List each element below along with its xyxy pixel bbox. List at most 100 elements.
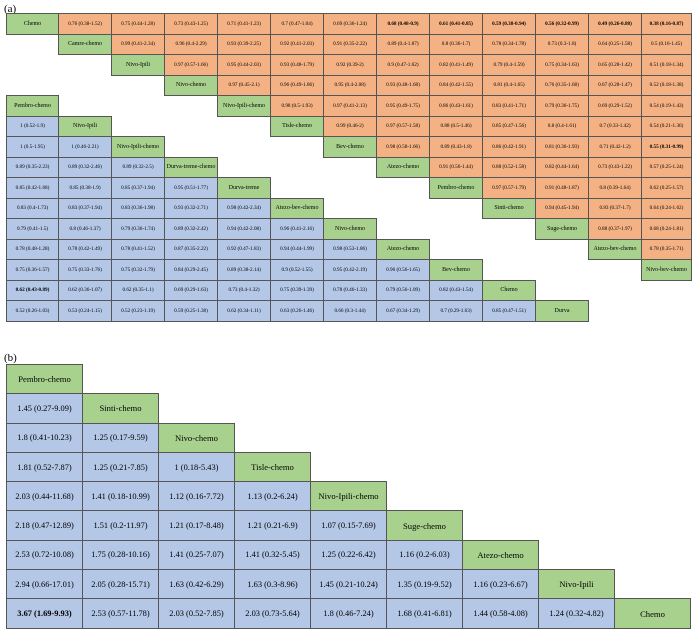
comparison-cell: 0.79 (0.36-1.75) — [535, 95, 589, 117]
comparison-cell: 0.71 (0.41-1.23) — [217, 13, 271, 35]
comparison-cell: 0.7 (0.29-1.63) — [429, 300, 483, 322]
empty-cell — [112, 116, 165, 137]
comparison-cell: 0.52 (0.23-1.19) — [111, 300, 165, 322]
table-row: 0.78 (0.48-1.28) 0.78 (0.42-1.49) 0.78 (0.… — [6, 238, 692, 260]
comparison-cell: 1.16 (0.2-6.03) — [386, 539, 463, 571]
treatment-cell: Nivo-Ipili-chemo — [310, 481, 387, 512]
comparison-cell: 2.18 (0.47-12.89) — [6, 510, 83, 541]
empty-cell — [463, 423, 539, 452]
treatment-cell: Durva-treme-chemo — [164, 156, 218, 178]
empty-cell — [235, 365, 311, 394]
comparison-cell: 0.75 (0.33-1.76) — [58, 259, 112, 281]
comparison-cell: 0.5 (0.16-1.45) — [641, 33, 692, 55]
comparison-cell: 0.85 (0.38-1.9) — [58, 177, 112, 199]
table-row: 0.85 (0.42-1.68) 0.85 (0.38-1.9) 0.85 (0.3… — [6, 177, 692, 199]
comparison-cell: 1.25 (0.21-7.85) — [82, 451, 159, 483]
treatment-cell: Tisle-chemo — [234, 451, 311, 483]
empty-cell — [59, 55, 112, 76]
empty-cell — [387, 365, 463, 394]
comparison-cell: 0.73 (0.4-1.32) — [217, 279, 271, 301]
comparison-cell: 1.25 (0.22-6.42) — [310, 539, 387, 571]
table-row: 1.45 (0.27-9.09) Sinti-chemo — [6, 393, 691, 424]
comparison-cell: 0.51 (0.18-1.34) — [641, 54, 692, 76]
treatment-cell: Sinti-chemo — [482, 197, 536, 219]
empty-cell — [539, 452, 615, 481]
comparison-cell: 0.56 (0.32-0.99) — [535, 13, 589, 35]
comparison-cell: 0.95 (0.51-1.77) — [164, 177, 218, 199]
treatment-cell: Bev-chemo — [323, 136, 377, 158]
comparison-cell: 0.68 (0.24-1.81) — [641, 218, 692, 240]
comparison-cell: 0.91 (0.35-2.22) — [323, 33, 377, 55]
table-row: 0.79 (0.41-1.5) 0.8 (0.46-1.37) 0.79 (0.36… — [6, 218, 692, 240]
comparison-cell: 2.94 (0.66-17.01) — [6, 569, 83, 600]
comparison-cell: 0.85 (0.42-1.68) — [6, 177, 59, 199]
comparison-cell: 1.16 (0.23-6.67) — [462, 569, 539, 600]
empty-cell — [536, 260, 589, 281]
table-row: Nivo-chemo 0.97 (0.45-2.1) 0.96 (0.49-1.86… — [7, 74, 692, 96]
empty-cell — [615, 540, 691, 569]
empty-cell — [311, 452, 387, 481]
comparison-cell: 1.13 (0.2-6.24) — [234, 481, 311, 512]
comparison-cell: 0.67 (0.28-1.47) — [588, 74, 642, 96]
treatment-cell: Atezo-chemo — [462, 539, 539, 571]
comparison-cell: 0.78 (0.42-1.49) — [58, 238, 112, 260]
comparison-cell: 0.9 (0.52-1.55) — [270, 259, 324, 281]
comparison-cell: 0.99 (0.46-2) — [323, 115, 377, 137]
comparison-cell: 0.96 (0.41-2.16) — [270, 218, 324, 240]
comparison-cell: 0.64 (0.25-1.58) — [588, 33, 642, 55]
comparison-cell: 1.35 (0.19-9.52) — [386, 569, 463, 600]
empty-cell — [589, 260, 642, 281]
empty-cell — [235, 423, 311, 452]
empty-cell — [536, 280, 589, 301]
comparison-cell: 1 (0.5-1.95) — [6, 136, 59, 158]
comparison-cell: 0.93 (0.48-1.79) — [270, 54, 324, 76]
empty-cell — [539, 394, 615, 423]
comparison-cell: 0.83 (0.41-1.71) — [482, 95, 536, 117]
panel-b-label: (b) — [4, 352, 17, 364]
comparison-cell: 0.89 (0.32-2.46) — [58, 156, 112, 178]
comparison-cell: 0.71 (0.42-1.2) — [588, 136, 642, 158]
comparison-cell: 0.62 (0.25-1.57) — [641, 177, 692, 199]
comparison-cell: 0.38 (0.16-0.87) — [641, 13, 692, 35]
comparison-cell: 0.52 (0.18-1.38) — [641, 74, 692, 96]
treatment-cell: Pembro-chemo — [6, 363, 83, 395]
comparison-cell: 0.95 (0.4-2.08) — [323, 74, 377, 96]
empty-cell — [324, 198, 377, 219]
table-row: Nivo-Ipili 0.97 (0.57-1.66) 0.95 (0.44-2.0… — [7, 54, 692, 76]
treatment-cell: Nivo-Ipili-chemo — [111, 136, 165, 158]
comparison-cell: 0.89 (0.4-1.87) — [376, 33, 430, 55]
treatment-cell: Sinti-chemo — [82, 393, 159, 424]
empty-cell — [59, 75, 112, 96]
comparison-cell: 0.88 (0.5-1.46) — [429, 115, 483, 137]
comparison-cell: 0.83 (0.37-1.94) — [58, 197, 112, 219]
comparison-cell: 0.63 (0.26-1.46) — [270, 300, 324, 322]
empty-cell — [483, 260, 536, 281]
empty-cell — [536, 239, 589, 260]
empty-cell — [463, 365, 539, 394]
comparison-cell: 0.98 (0.42-2.34) — [217, 197, 271, 219]
comparison-cell: 0.69 (0.29-1.63) — [164, 279, 218, 301]
treatment-cell: Atezo-chemo — [376, 238, 430, 260]
empty-cell — [83, 365, 159, 394]
comparison-cell: 0.57 (0.25-1.24) — [641, 156, 692, 178]
comparison-cell: 0.95 (0.44-2.03) — [217, 54, 271, 76]
empty-cell — [387, 423, 463, 452]
comparison-cell: 0.84 (0.29-2.45) — [164, 259, 218, 281]
empty-cell — [271, 157, 324, 178]
table-row: 2.03 (0.44-11.68) 1.41 (0.18-10.99) 1.12 (… — [6, 481, 691, 512]
empty-cell — [377, 198, 430, 219]
comparison-cell: 0.93 (0.48-1.68) — [376, 74, 430, 96]
empty-cell — [311, 365, 387, 394]
comparison-cell: 0.89 (0.32-2.42) — [164, 218, 218, 240]
empty-cell — [615, 570, 691, 599]
comparison-cell: 0.8 (0.39-1.64) — [588, 177, 642, 199]
comparison-cell: 0.68 (0.48-0.9) — [376, 13, 430, 35]
empty-cell — [324, 178, 377, 199]
comparison-cell: 0.54 (0.21-1.36) — [641, 115, 692, 137]
comparison-cell: 0.96 (0.56-1.65) — [376, 259, 430, 281]
comparison-cell: 0.65 (0.28-1.42) — [588, 54, 642, 76]
empty-cell — [165, 137, 218, 158]
comparison-cell: 0.93 (0.39-2.25) — [217, 33, 271, 55]
table-row: 2.53 (0.72-10.08) 1.75 (0.28-10.16) 1.41 (… — [6, 539, 691, 571]
comparison-cell: 1 (0.52-1.9) — [6, 115, 59, 137]
